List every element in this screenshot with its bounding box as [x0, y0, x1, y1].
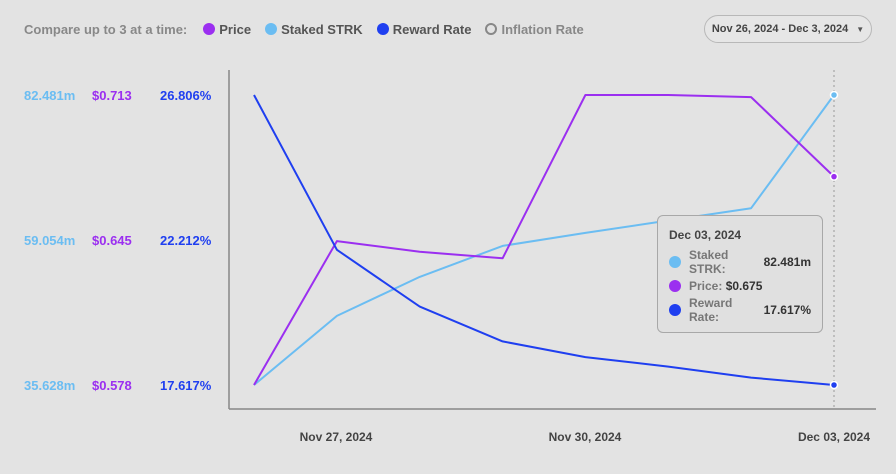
- price-dot-icon: [669, 280, 681, 292]
- tooltip-value: 17.617%: [763, 303, 811, 317]
- price-tick-label: $0.578: [92, 378, 132, 393]
- data-point-reward-rate[interactable]: [829, 380, 839, 390]
- x-tick-label: Dec 03, 2024: [797, 430, 871, 444]
- series-line-reward-rate: [253, 94, 835, 386]
- tooltip-title: Dec 03, 2024: [669, 228, 742, 242]
- inflation-ring-icon: [485, 23, 498, 35]
- legend-item-reward-rate[interactable]: Reward Rate: [376, 21, 472, 37]
- legend-item-staked-strk[interactable]: Staked STRK: [265, 22, 363, 37]
- reward-tick-label: 17.617%: [160, 378, 212, 393]
- reward-tick-label: 26.806%: [160, 88, 212, 103]
- tooltip: Dec 03, 2024 Staked STRK: 82.481m Price:…: [657, 215, 823, 333]
- price-dot-icon: [203, 23, 216, 35]
- legend-lead: Compare up to 3 at a time:: [24, 21, 188, 37]
- tooltip-value: 82.481m: [763, 255, 811, 269]
- staked-tick-label: 59.054m: [24, 233, 76, 248]
- legend-label: Staked STRK: [281, 21, 363, 37]
- legend-item-price[interactable]: Price: [203, 22, 251, 37]
- tooltip-row-price: Price: $0.675: [669, 274, 811, 298]
- reward-tick-label: 22.212%: [160, 233, 212, 248]
- date-range-label: Nov 26, 2024 - Dec 3, 2024: [711, 23, 849, 35]
- x-tick-label: Nov 27, 2024: [299, 430, 373, 444]
- tooltip-label: Reward Rate:: [689, 296, 733, 324]
- tooltip-label: Staked STRK:: [689, 248, 729, 276]
- tooltip-value: $0.675: [725, 279, 763, 293]
- reward-dot-icon: [669, 304, 681, 316]
- chevron-down-icon: ▼: [856, 24, 865, 34]
- price-tick-label: $0.713: [92, 88, 132, 103]
- tooltip-label: Price:: [689, 279, 723, 293]
- tooltip-row-reward: Reward Rate: 17.617%: [669, 296, 811, 324]
- staked-dot-icon: [265, 23, 278, 35]
- date-range-dropdown[interactable]: Nov 26, 2024 - Dec 3, 2024 ▼: [704, 15, 872, 43]
- legend-label: Reward Rate: [392, 21, 472, 37]
- staked-dot-icon: [669, 256, 681, 268]
- staked-tick-label: 35.628m: [24, 378, 76, 393]
- reward-dot-icon: [376, 23, 389, 35]
- series-line-price: [253, 94, 835, 386]
- tooltip-row-staked: Staked STRK: 82.481m: [669, 248, 811, 276]
- price-tick-label: $0.645: [92, 233, 132, 248]
- legend: Compare up to 3 at a time: Price Staked …: [24, 19, 598, 39]
- data-point-price[interactable]: [829, 172, 839, 181]
- data-point-staked-strk[interactable]: [829, 90, 839, 100]
- legend-label: Inflation Rate: [501, 21, 584, 37]
- legend-label: Price: [219, 21, 252, 37]
- legend-item-inflation-rate[interactable]: Inflation Rate: [485, 21, 584, 37]
- x-tick-label: Nov 30, 2024: [548, 430, 622, 444]
- staked-tick-label: 82.481m: [24, 88, 76, 103]
- series-line-staked-strk: [253, 94, 835, 386]
